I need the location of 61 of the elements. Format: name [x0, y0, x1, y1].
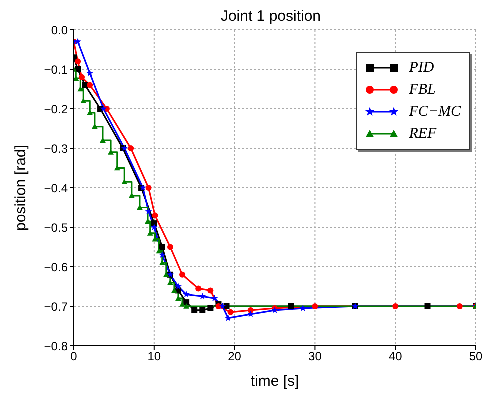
point — [167, 244, 174, 250]
y-tick-label: −0.4 — [44, 181, 68, 196]
point — [200, 307, 206, 314]
point — [184, 300, 190, 306]
point — [211, 295, 218, 302]
legend-label: FC−MC — [409, 104, 461, 120]
point — [100, 105, 108, 112]
point — [224, 314, 232, 322]
y-tick-label: −0.3 — [44, 142, 68, 156]
point — [180, 272, 186, 278]
point — [86, 70, 94, 76]
point — [456, 304, 463, 310]
y-tick-label: −0.2 — [44, 102, 68, 116]
y-tick-label: −0.8 — [44, 339, 68, 354]
x-axis-title: time [s] — [250, 373, 300, 390]
y-tick-label: −0.6 — [44, 260, 68, 274]
point — [145, 208, 152, 215]
y-tick-label: −0.7 — [44, 300, 68, 314]
point — [75, 58, 82, 65]
x-tick-label: 30 — [308, 350, 322, 364]
point — [151, 220, 158, 227]
point — [219, 302, 226, 310]
point — [300, 304, 307, 312]
point — [184, 304, 190, 309]
point — [79, 74, 86, 80]
legend-label: REF — [409, 126, 437, 142]
point — [199, 293, 206, 300]
y-tick-label: −0.1 — [44, 62, 68, 77]
point — [208, 305, 214, 312]
point — [312, 304, 318, 310]
point — [156, 248, 162, 254]
point — [159, 244, 166, 250]
point — [183, 291, 190, 298]
point — [159, 252, 166, 258]
point — [192, 307, 198, 314]
point — [288, 304, 294, 310]
point — [74, 38, 82, 45]
point — [128, 146, 134, 152]
chart-title: Joint 1 position — [220, 8, 322, 25]
x-tick-label: 40 — [388, 350, 403, 364]
point — [424, 304, 431, 310]
point — [247, 310, 254, 318]
y-tick-label: 0.0 — [51, 23, 68, 38]
y-axis-title: position [rad] — [12, 145, 30, 231]
point — [87, 82, 94, 88]
x-tick-label: 10 — [148, 350, 162, 364]
legend-label: FBL — [409, 82, 436, 98]
point — [150, 224, 158, 230]
point — [208, 288, 214, 294]
point — [175, 283, 182, 290]
legend-label: PID — [409, 60, 434, 76]
point — [196, 286, 202, 292]
point — [152, 212, 158, 219]
x-tick-label: 50 — [469, 350, 483, 364]
point — [224, 304, 230, 310]
y-tick-label: −0.5 — [44, 220, 68, 235]
point — [392, 304, 399, 310]
x-tick-label: 0 — [70, 350, 78, 364]
point — [146, 185, 152, 191]
point — [228, 309, 234, 316]
x-tick-label: 20 — [228, 350, 242, 364]
